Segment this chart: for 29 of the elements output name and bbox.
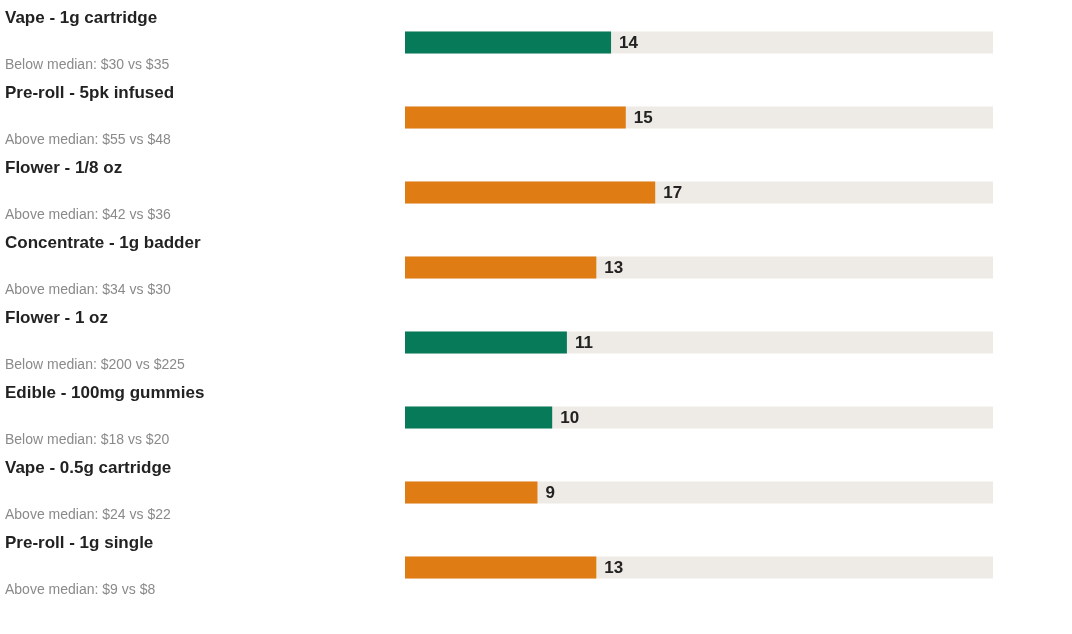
bar xyxy=(405,481,538,504)
text: Above median: $34 vs $30 xyxy=(5,280,171,297)
data-label: 13 xyxy=(604,257,624,277)
data-label: 14 xyxy=(619,32,639,52)
y-tick-label: Vape - 0.5g cartridge xyxy=(5,457,172,477)
y-tick-label: Concentrate - 1g badder xyxy=(5,232,201,252)
data-label: 13 xyxy=(604,557,624,577)
y-tick-label: Flower - 1 oz xyxy=(5,307,108,327)
text: Above median: $9 vs $8 xyxy=(5,580,156,597)
bar xyxy=(405,556,597,579)
bar xyxy=(405,331,567,354)
text: Above median: $55 vs $48 xyxy=(5,130,171,147)
text: Below median: $30 vs $35 xyxy=(5,55,170,72)
text: Above median: $42 vs $36 xyxy=(5,205,171,222)
text: Below median: $18 vs $20 xyxy=(5,430,170,447)
y-tick-label: Pre-roll - 5pk infused xyxy=(5,82,175,102)
text: Below median: $200 vs $225 xyxy=(5,355,185,372)
y-tick-label: Pre-roll - 1g single xyxy=(5,532,154,552)
text: Above median: $24 vs $22 xyxy=(5,505,171,522)
y-tick-label: Flower - 1/8 oz xyxy=(5,157,123,177)
data-label: 15 xyxy=(633,107,653,127)
data-label: 9 xyxy=(545,482,555,502)
bar xyxy=(405,406,553,429)
y-tick-label: Vape - 1g cartridge xyxy=(5,7,158,27)
bar xyxy=(405,256,597,279)
data-label: 10 xyxy=(560,407,580,427)
data-label: 11 xyxy=(574,332,593,352)
data-label: 17 xyxy=(663,182,683,202)
y-tick-label: Edible - 100mg gummies xyxy=(5,382,205,402)
